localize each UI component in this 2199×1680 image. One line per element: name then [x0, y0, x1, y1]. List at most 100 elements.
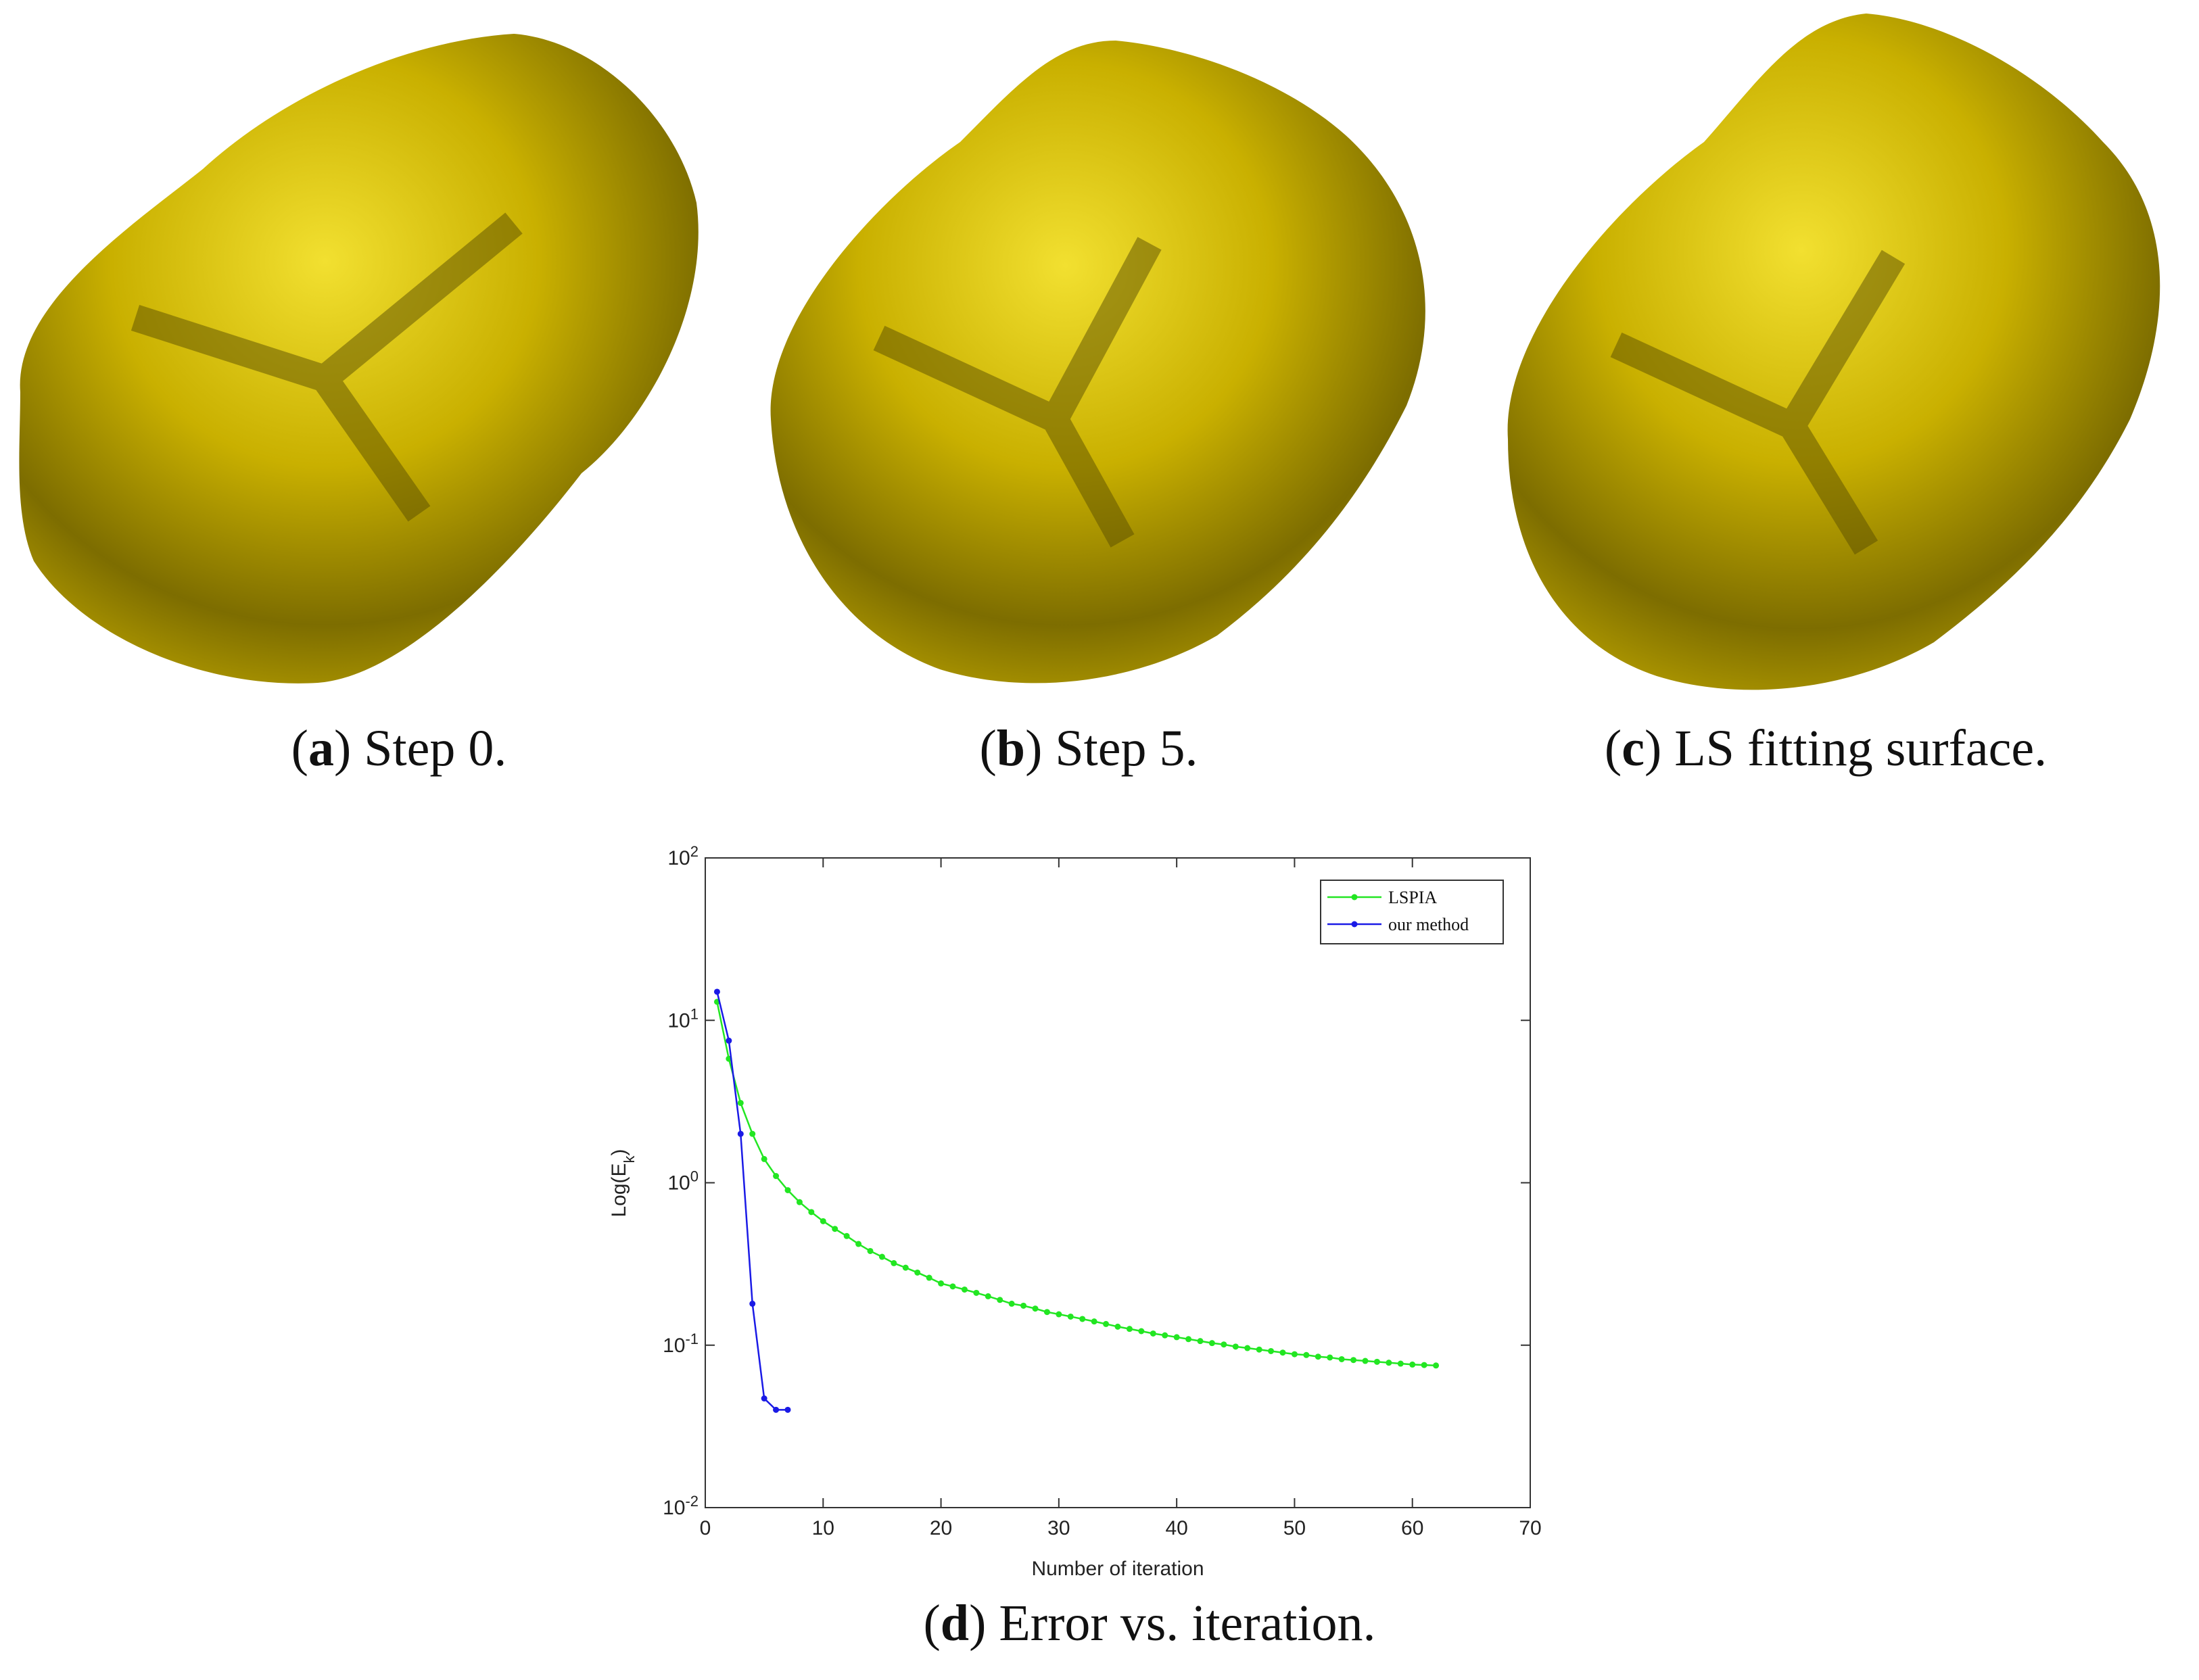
data-point — [1350, 1357, 1357, 1364]
data-point — [1126, 1326, 1133, 1333]
data-point — [1232, 1343, 1239, 1350]
x-tick-label: 30 — [1047, 1517, 1070, 1539]
data-point — [938, 1280, 945, 1287]
x-tick-label: 40 — [1165, 1517, 1187, 1539]
legend-box — [1320, 880, 1504, 944]
tick-exponent: -1 — [685, 1330, 699, 1347]
y-tick-label: 10-2 — [663, 1493, 699, 1520]
render-c — [1507, 14, 2160, 690]
data-point — [1185, 1336, 1192, 1343]
plot-frame — [705, 857, 1531, 1508]
y-tick-label: 100 — [667, 1168, 699, 1195]
data-point — [891, 1259, 897, 1266]
x-tick-label: 10 — [812, 1517, 834, 1539]
data-point — [808, 1209, 815, 1216]
data-point — [973, 1289, 980, 1296]
tick-base: 10 — [667, 1009, 690, 1032]
data-point — [1373, 1358, 1380, 1365]
tick-exponent: 0 — [690, 1168, 699, 1184]
data-point — [820, 1218, 826, 1224]
data-point — [855, 1241, 862, 1247]
x-tick-label: 70 — [1519, 1517, 1541, 1539]
data-point — [985, 1293, 991, 1299]
data-point — [914, 1269, 921, 1276]
data-point — [1008, 1300, 1015, 1307]
data-point — [867, 1247, 874, 1254]
x-tick-label: 60 — [1401, 1517, 1423, 1539]
data-point — [761, 1395, 767, 1402]
data-point — [1091, 1318, 1097, 1325]
caption: (b) Step 5. — [979, 720, 1198, 777]
data-point — [726, 1037, 732, 1044]
tick-exponent: 2 — [690, 843, 699, 860]
data-point — [1338, 1355, 1345, 1362]
data-point — [737, 1099, 744, 1106]
data-point — [737, 1130, 744, 1137]
render-a — [19, 34, 699, 683]
data-point — [1162, 1332, 1168, 1339]
data-point — [784, 1186, 791, 1193]
data-point — [1279, 1349, 1286, 1356]
data-point — [1020, 1302, 1027, 1309]
x-axis-label: Number of iteration — [1031, 1558, 1204, 1580]
data-point — [1114, 1323, 1121, 1330]
data-point — [961, 1286, 968, 1293]
data-point — [1386, 1360, 1392, 1366]
y-tick-label: 102 — [667, 843, 699, 870]
tick-base: 10 — [667, 1172, 690, 1195]
render-b — [770, 41, 1425, 683]
data-point — [949, 1283, 956, 1290]
data-point — [1362, 1358, 1369, 1364]
data-point — [902, 1264, 909, 1271]
tick-base: 10 — [667, 847, 690, 869]
data-point — [1067, 1313, 1074, 1320]
data-point — [1433, 1362, 1440, 1369]
series-line — [716, 1001, 1436, 1367]
legend-marker — [1351, 921, 1358, 928]
data-point — [1291, 1351, 1298, 1358]
data-point — [796, 1199, 803, 1205]
data-point — [784, 1406, 791, 1413]
data-point — [1244, 1345, 1251, 1351]
y-tick-label: 101 — [667, 1005, 699, 1032]
data-point — [1315, 1353, 1321, 1360]
data-point — [1409, 1361, 1416, 1368]
caption: (d) Error vs. iteration. — [923, 1595, 1375, 1652]
data-point — [1043, 1309, 1050, 1316]
legend-label: our method — [1388, 915, 1469, 934]
tick-exponent: 1 — [690, 1005, 699, 1022]
data-point — [1421, 1362, 1427, 1368]
data-point — [1032, 1305, 1039, 1312]
data-point — [1268, 1347, 1275, 1354]
data-point — [773, 1406, 780, 1413]
tick-base: 10 — [663, 1335, 685, 1357]
x-tick-label: 50 — [1283, 1517, 1306, 1539]
data-point — [761, 1155, 767, 1162]
data-point — [997, 1297, 1003, 1303]
x-tick-label: 0 — [700, 1517, 711, 1539]
x-tick-label: 20 — [930, 1517, 952, 1539]
data-point — [1256, 1346, 1262, 1353]
data-point — [1079, 1316, 1086, 1322]
data-point — [749, 1130, 756, 1137]
caption: (a) Step 0. — [291, 720, 507, 777]
data-point — [713, 988, 720, 995]
y-axis-label: Log(Ek) — [608, 1149, 638, 1217]
tick-base: 10 — [663, 1497, 685, 1519]
data-point — [1303, 1351, 1310, 1358]
data-point — [832, 1226, 838, 1232]
data-point — [1138, 1328, 1145, 1335]
legend-label: LSPIA — [1388, 888, 1437, 907]
data-point — [843, 1232, 850, 1239]
data-point — [1221, 1341, 1227, 1348]
data-point — [878, 1253, 885, 1260]
data-point — [1173, 1334, 1180, 1341]
legend-marker — [1351, 894, 1358, 901]
tick-exponent: -2 — [685, 1493, 699, 1510]
data-point — [1150, 1330, 1156, 1337]
y-tick-label: 10-1 — [663, 1330, 699, 1357]
data-point — [926, 1274, 932, 1281]
data-point — [749, 1300, 756, 1307]
data-point — [1208, 1340, 1215, 1347]
